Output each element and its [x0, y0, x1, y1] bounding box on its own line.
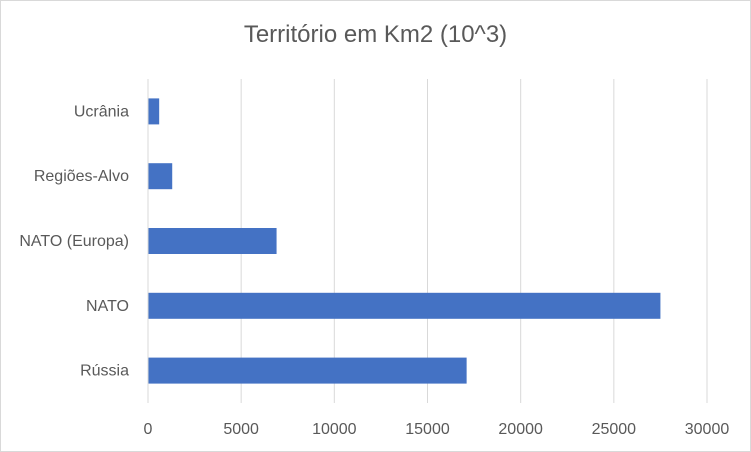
x-tick-label: 5000: [223, 421, 259, 438]
category-label: NATO (Europa): [19, 233, 129, 250]
category-label: Regiões-Alvo: [34, 168, 129, 185]
bar: [148, 163, 173, 190]
category-label: Ucrânia: [74, 103, 129, 120]
x-tick-label: 0: [144, 421, 153, 438]
bar: [148, 292, 661, 319]
bar: [148, 98, 160, 125]
chart-title: Território em Km2 (10^3): [243, 21, 508, 48]
bar: [148, 228, 277, 254]
x-tick-label: 30000: [685, 421, 730, 438]
x-tick-label: 10000: [312, 421, 357, 438]
x-tick-label: 20000: [498, 421, 543, 438]
x-tick-label: 15000: [405, 421, 450, 438]
x-tick-label: 25000: [592, 421, 637, 438]
category-label: Rússia: [80, 363, 129, 380]
bar: [148, 357, 467, 384]
category-label: NATO: [86, 298, 129, 315]
